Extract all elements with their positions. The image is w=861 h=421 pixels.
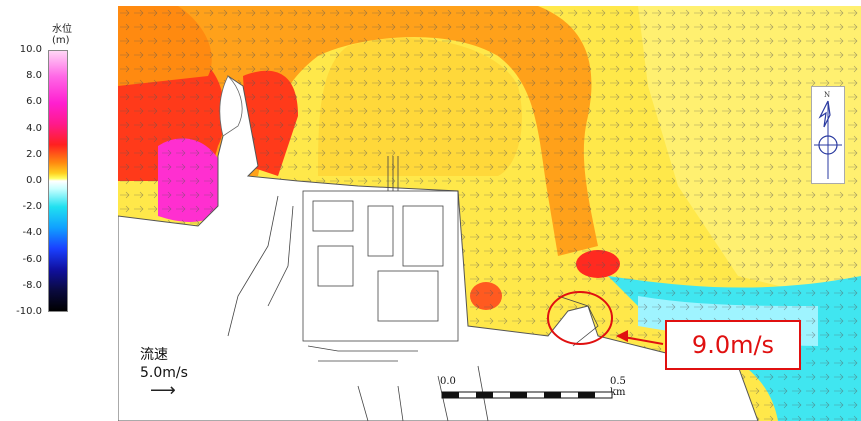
tsunami-flow-map <box>118 6 861 421</box>
scale-end: 0.5 km <box>610 376 626 398</box>
max-speed-callout: 9.0m/s <box>665 320 801 370</box>
callout-text: 9.0m/s <box>691 331 775 359</box>
land-area <box>118 75 759 421</box>
legend-tick: 6.0 <box>26 96 42 108</box>
power-plant-facility <box>227 156 599 421</box>
legend-tick: -4.0 <box>22 227 42 239</box>
legend-tick: -10.0 <box>16 306 42 317</box>
legend-colorbar <box>48 50 68 312</box>
flow-speed-reference: 流速 5.0m/s <box>140 346 188 382</box>
legend-tick: 2.0 <box>26 148 42 160</box>
legend-tick: 0.0 <box>26 175 42 186</box>
water-level-legend: 水位 (m) 10.0 8.0 6.0 4.0 2.0 0.0 -2.0 -4.0 -6.0 -8.… <box>0 0 110 330</box>
legend-tick: 10.0 <box>19 44 42 55</box>
highlight-ellipse <box>547 291 613 345</box>
compass-n: N <box>824 91 830 99</box>
legend-title-line: 水位 (m) <box>52 24 72 46</box>
legend-tick: -2.0 <box>22 201 42 213</box>
legend-tick: 8.0 <box>26 70 42 82</box>
legend-tick: 4.0 <box>26 122 42 134</box>
scale-start: 0.0 <box>440 376 456 387</box>
callout-pointer <box>616 330 628 342</box>
legend-tick: -6.0 <box>22 253 42 265</box>
flow-label-value: 5.0m/s <box>140 365 188 381</box>
legend-title: 水位 (m) <box>52 24 72 46</box>
flow-reference-arrow: ⟶ <box>150 380 176 401</box>
north-arrow-icon: N <box>811 86 845 184</box>
legend-tick: -8.0 <box>22 279 42 291</box>
scale-bar: 0.0 0.5 km <box>440 376 640 406</box>
flow-label-title: 流速 <box>140 347 168 363</box>
